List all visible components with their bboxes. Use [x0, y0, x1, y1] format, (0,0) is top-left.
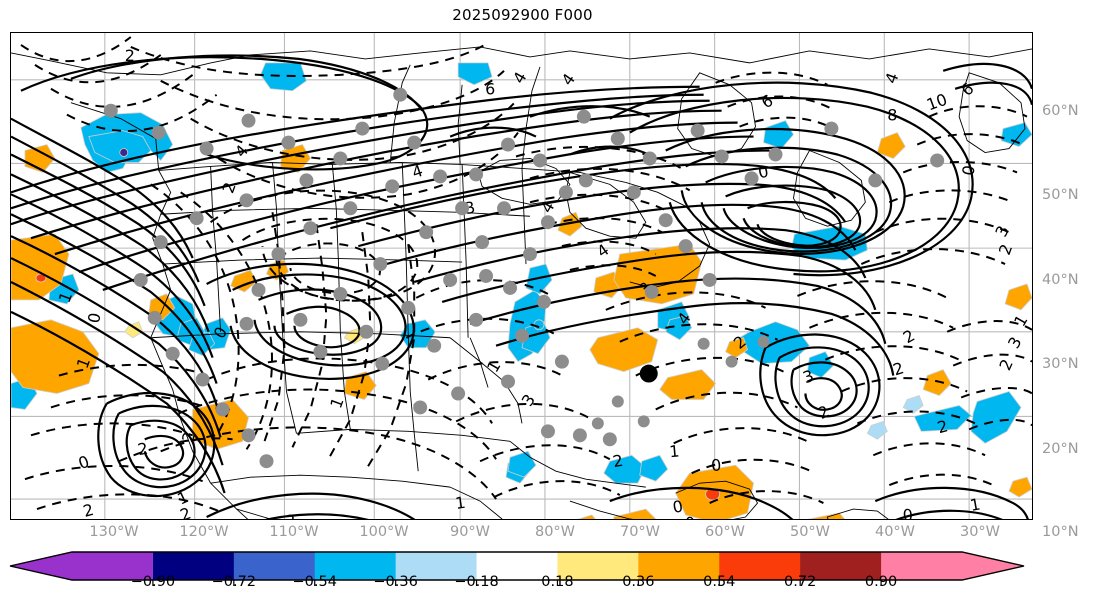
lat-tick-label: 10°N	[1042, 524, 1079, 540]
colorbar-tick-label: −0.54	[292, 574, 337, 590]
colorbar-tick-label: 0.36	[622, 574, 655, 590]
colorbar-segment	[314, 552, 397, 580]
colorbar-tick-label: 0.18	[541, 574, 574, 590]
lon-tick-label: 30°W	[959, 524, 1001, 540]
colorbar-segment	[476, 552, 559, 580]
svg-text:2: 2	[935, 416, 950, 437]
svg-text:2: 2	[125, 46, 135, 65]
svg-text:2: 2	[178, 430, 199, 445]
lon-tick-label: 60°W	[704, 524, 746, 540]
colorbar[interactable]: −0.90 −0.72 −0.54 −0.36 −0.18 0.18 0.36 0.54 0.7…	[0, 548, 1105, 610]
svg-text:0: 0	[671, 497, 684, 517]
map-graphic: 2 6 4 4 3 4 2 4 4 8 10 6 6 0 0 3 2	[11, 33, 1032, 519]
station-markers	[103, 87, 945, 469]
svg-text:1: 1	[969, 495, 982, 515]
colorbar-segment	[557, 552, 639, 580]
lat-tick-label: 30°N	[1042, 356, 1079, 372]
lon-tick-label: 80°W	[534, 524, 576, 540]
colorbar-tick-label: −0.72	[211, 574, 257, 590]
colorbar-tick-label: −0.18	[454, 574, 499, 590]
colorbar-segment	[638, 552, 720, 580]
map-panel[interactable]: 2 6 4 4 3 4 2 4 4 8 10 6 6 0 0 3 2	[10, 32, 1033, 520]
svg-text:0: 0	[958, 164, 978, 177]
svg-text:2: 2	[611, 451, 624, 471]
svg-text:2: 2	[284, 511, 297, 519]
svg-text:0: 0	[84, 311, 104, 324]
svg-text:2: 2	[81, 500, 96, 519]
svg-text:0: 0	[710, 455, 722, 475]
lon-tick-label: 40°W	[874, 524, 916, 540]
colorbar-segment	[800, 552, 882, 580]
svg-text:1: 1	[454, 493, 467, 513]
colorbar-graphic	[9, 551, 1025, 586]
colorbar-segment	[233, 552, 316, 580]
colorbar-segment	[719, 552, 801, 580]
negative-height-contours	[20, 36, 1032, 512]
lon-tick-label: 130°W	[89, 524, 139, 540]
colorbar-tick-label: 0.90	[864, 574, 898, 590]
lon-tick-label: 100°W	[359, 524, 409, 540]
svg-text:0: 0	[902, 505, 914, 519]
colorbar-tick-label: −0.36	[373, 574, 418, 590]
lat-tick-label: 50°N	[1042, 187, 1079, 203]
page-title: 2025092900 F000	[452, 6, 593, 24]
lon-tick-label: 70°W	[619, 524, 661, 540]
colorbar-segment	[881, 552, 1024, 580]
svg-text:1: 1	[668, 441, 680, 461]
colorbar-segment	[395, 552, 478, 580]
colorbar-tick-label: 0.54	[703, 574, 736, 590]
svg-text:0: 0	[684, 513, 696, 519]
lat-tick-label: 20°N	[1042, 441, 1079, 457]
lon-tick-label: 120°W	[179, 524, 229, 540]
colorbar-tick-label: −0.90	[130, 574, 176, 590]
svg-text:0: 0	[756, 162, 770, 183]
lon-tick-label: 90°W	[449, 524, 491, 540]
lon-tick-label: 110°W	[269, 524, 319, 540]
colorbar-segment	[152, 552, 235, 580]
lat-tick-label: 40°N	[1042, 272, 1079, 288]
colorbar-segment	[10, 552, 153, 580]
lon-tick-label: 50°W	[789, 524, 831, 540]
colorbar-tick-label: 0.72	[784, 574, 817, 590]
colorbar-outline	[9, 551, 1025, 581]
lat-tick-label: 60°N	[1042, 103, 1079, 119]
svg-text:8: 8	[887, 106, 897, 125]
svg-text:6: 6	[485, 80, 495, 99]
svg-text:2: 2	[136, 439, 149, 459]
